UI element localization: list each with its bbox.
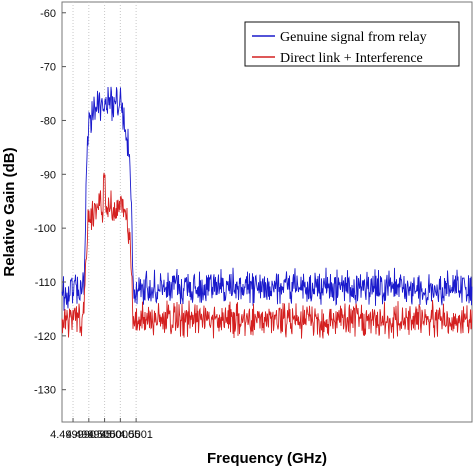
- y-tick-label: -120: [34, 331, 56, 343]
- y-tick-label: -70: [40, 62, 56, 74]
- x-tick-label: 4.5000: [88, 429, 122, 441]
- series-group: [61, 86, 473, 339]
- y-axis-title: Relative Gain (dB): [1, 147, 18, 276]
- y-tick-label: -90: [40, 169, 56, 181]
- y-tick-label: -60: [40, 8, 56, 20]
- legend-label-genuine: Genuine signal from relay: [280, 30, 427, 45]
- y-tick-label: -110: [35, 277, 56, 289]
- legend: Genuine signal from relay Direct link + …: [244, 21, 460, 67]
- series-line-interference: [61, 172, 473, 339]
- y-tick-label: -100: [34, 223, 56, 235]
- y-tick-label: -130: [34, 385, 56, 397]
- x-axis-title: Frequency (GHz): [207, 450, 327, 467]
- plot-area: [61, 1, 473, 423]
- x-tick-label: 4.499995: [66, 429, 112, 441]
- x-tick-label: 4.499990: [50, 429, 96, 441]
- x-tick-label: 4.5001: [119, 429, 153, 441]
- legend-box: [244, 21, 460, 67]
- legend-label-interference: Direct link + Interference: [280, 51, 423, 66]
- y-tick-label: -80: [40, 115, 56, 127]
- series-line-genuine: [61, 86, 473, 311]
- x-tick-label: 4.50005: [100, 429, 140, 441]
- tick-labels: -60 -70 -80 -90 -100 -110 -120 -130 4.4999904.49…: [34, 8, 153, 441]
